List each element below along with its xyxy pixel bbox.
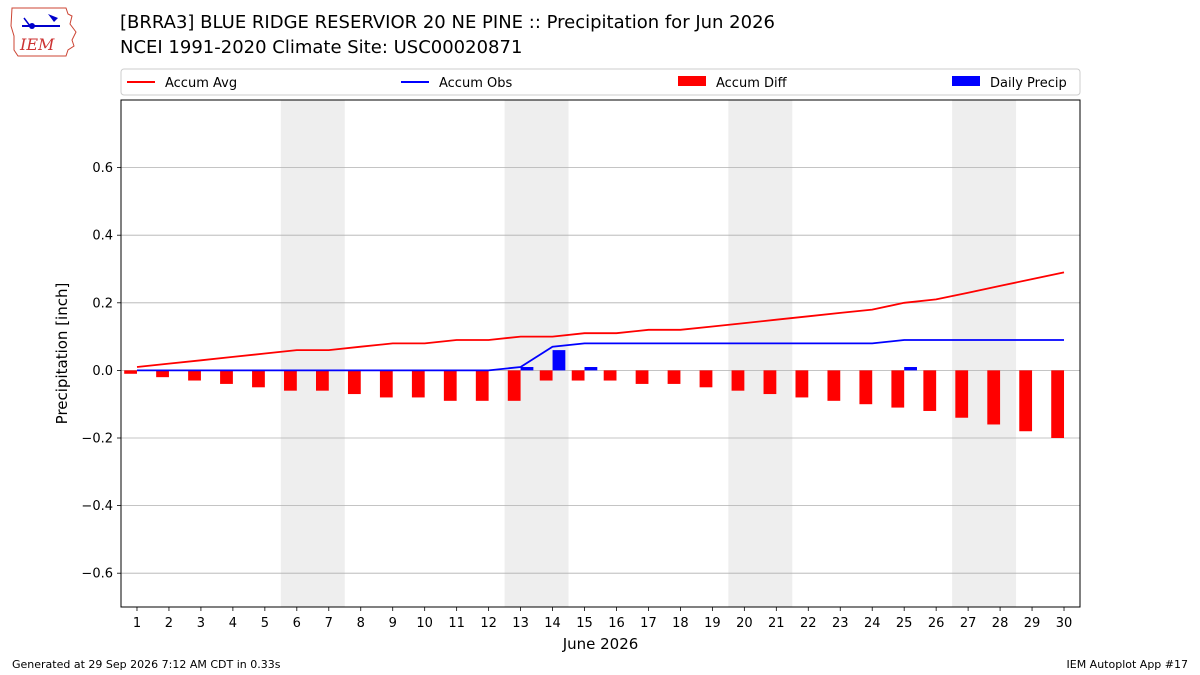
x-tick-label: 24 [864,616,881,631]
legend-label-accum-obs: Accum Obs [439,76,512,91]
x-tick-label: 3 [197,616,205,631]
chart-subtitle: NCEI 1991-2020 Climate Site: USC00020871 [120,37,523,58]
accum-diff-bar-8 [347,370,361,395]
x-tick-label: 8 [357,616,365,631]
y-tick-label: 0.4 [92,229,113,244]
weekend-band-2 [504,100,569,607]
x-tick-label: 9 [389,616,397,631]
legend-swatch-daily-precip [952,76,980,86]
x-tick-label: 2 [165,616,173,631]
x-tick-label: 16 [608,616,625,631]
x-tick-label: 21 [768,616,785,631]
daily-precip-bar-13 [520,367,534,371]
accum-diff-bar-5 [252,370,265,388]
x-tick-label: 12 [480,616,497,631]
accum-diff-bar-28 [987,370,1001,425]
x-tick-label: 13 [512,616,529,631]
x-tick-label: 20 [736,616,753,631]
daily-precip-bar-14 [552,350,566,371]
x-tick-label: 27 [960,616,977,631]
chart-title: [BRRA3] BLUE RIDGE RESERVIOR 20 NE PINE … [120,12,775,33]
legend-label-accum-avg: Accum Avg [165,76,237,91]
y-tick-label: −0.6 [81,567,113,582]
x-tick-label: 17 [640,616,657,631]
legend-box [120,68,1081,96]
accum-diff-bar-16 [603,370,617,381]
x-tick-label: 23 [832,616,849,631]
x-tick-label: 25 [896,616,913,631]
x-axis-label: June 2026 [562,635,639,653]
footer-generated: Generated at 29 Sep 2026 7:12 AM CDT in … [12,658,281,671]
accum-diff-bar-4 [220,370,233,384]
x-tick-label: 10 [416,616,433,631]
accum-diff-bar-14 [539,370,553,381]
accum-diff-bar-15 [571,370,585,381]
x-tick-label: 30 [1056,616,1073,631]
x-tick-label: 22 [800,616,817,631]
legend-label-accum-diff: Accum Diff [716,76,788,91]
accum-diff-bar-17 [635,370,649,384]
daily-precip-bar-15 [584,367,598,371]
x-tick-label: 5 [261,616,269,631]
accum-diff-bar-1 [124,370,137,374]
accum-diff-bar-18 [667,370,681,384]
logo-text: IEM [19,35,55,54]
weekend-band-3 [728,100,793,607]
accum-diff-bar-9 [379,370,393,398]
x-tick-label: 6 [293,616,301,631]
accum-diff-bar-3 [188,370,201,381]
accum-diff-bar-2 [156,370,169,378]
y-tick-label: 0.0 [92,364,113,379]
plot-frame [120,99,1081,608]
y-tick-label: 0.2 [92,296,113,311]
accum-diff-bar-24 [859,370,873,405]
x-tick-label: 1 [133,616,141,631]
accum-diff-bar-22 [795,370,809,398]
accum-diff-bar-13 [507,370,521,401]
accum-diff-bar-21 [763,370,777,395]
x-tick-label: 7 [325,616,333,631]
accum-diff-bar-29 [1019,370,1033,432]
accum-avg-line [136,271,1065,368]
weekend-band-1 [280,100,345,607]
accum-diff-bar-7 [315,370,329,391]
daily-precip-bar-25 [904,367,917,371]
accum-diff-bar-10 [411,370,425,398]
y-tick-label: −0.4 [81,499,113,514]
weekend-band-4 [952,100,1017,607]
x-tick-label: 28 [992,616,1009,631]
x-tick-label: 4 [229,616,237,631]
x-tick-label: 11 [448,616,465,631]
x-tick-label: 15 [576,616,593,631]
accum-diff-bar-11 [443,370,457,401]
accum-diff-bar-20 [731,370,745,391]
y-tick-label: 0.6 [92,161,113,176]
accum-diff-bar-19 [699,370,713,388]
x-tick-label: 14 [544,616,561,631]
iem-logo: IEM [10,7,77,57]
accum-diff-bar-23 [827,370,841,401]
accum-diff-bar-30 [1051,370,1065,438]
y-tick-label: −0.2 [81,432,113,447]
x-tick-label: 29 [1024,616,1041,631]
accum-diff-bar-27 [955,370,969,418]
accum-diff-bar-6 [284,370,297,391]
accum-diff-bar-26 [923,370,937,411]
accum-obs-line [137,339,1064,372]
x-tick-label: 19 [704,616,721,631]
x-tick-label: 26 [928,616,945,631]
footer-app: IEM Autoplot App #17 [1066,658,1189,671]
x-tick-label: 18 [672,616,689,631]
legend-swatch-accum-diff [678,76,706,86]
y-axis-label: Precipitation [inch] [53,283,71,425]
legend-label-daily-precip: Daily Precip [990,76,1067,91]
accum-diff-bar-12 [475,370,489,401]
accum-diff-bar-25 [891,370,905,408]
